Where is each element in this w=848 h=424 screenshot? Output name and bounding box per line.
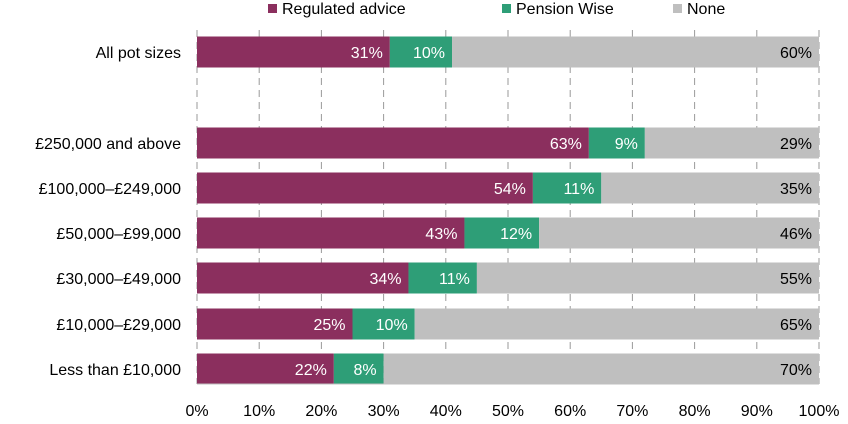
legend-label-1: Regulated advice [282, 1, 406, 18]
data-label: 8% [353, 362, 376, 379]
bar-segment [333, 353, 384, 385]
x-tick-label: 80% [679, 403, 711, 420]
bar-segment [197, 36, 390, 68]
bar-segment [197, 217, 465, 249]
bar-segment [476, 262, 819, 294]
data-label: 22% [295, 362, 327, 379]
data-label: 10% [413, 45, 445, 62]
bar-segment [644, 127, 819, 159]
data-label: 46% [780, 226, 812, 243]
category-label: £30,000–£49,000 [56, 271, 181, 288]
x-tick-label: 10% [243, 403, 275, 420]
x-tick-label: 100% [799, 403, 840, 420]
x-tick-label: 30% [368, 403, 400, 420]
bar-segment [352, 308, 415, 340]
data-label: 60% [780, 45, 812, 62]
data-label: 10% [376, 317, 408, 334]
legend: Regulated advice Pension Wise None [268, 1, 725, 18]
bar-segment [197, 127, 589, 159]
data-label: 25% [313, 317, 345, 334]
category-label: £100,000–£249,000 [39, 181, 181, 198]
x-tick-label: 60% [554, 403, 586, 420]
bar-segment [588, 127, 645, 159]
x-tick-label: 20% [305, 403, 337, 420]
data-label: 43% [425, 226, 457, 243]
bar-segment [197, 353, 334, 385]
legend-swatch-3 [673, 4, 682, 13]
data-label: 12% [500, 226, 532, 243]
bar-segment [464, 217, 540, 249]
bar-segment [408, 262, 477, 294]
category-label: £10,000–£29,000 [56, 317, 181, 334]
category-labels: All pot sizes £250,000 and above £100,000–… [35, 45, 181, 379]
x-tick-label: 70% [616, 403, 648, 420]
data-label: 70% [780, 362, 812, 379]
legend-swatch-2 [502, 4, 511, 13]
bar-segment [389, 36, 453, 68]
data-label: 31% [351, 45, 383, 62]
data-label: 29% [780, 136, 812, 153]
bar-segment [601, 172, 819, 204]
data-label: 65% [780, 317, 812, 334]
bar-segment [383, 353, 819, 385]
bar-segment [452, 36, 819, 68]
bars: 31% 10% 60% 63% 9% 29% 54% 11% 35% 43% 12% 46% 34% 11… [197, 36, 819, 385]
data-label: 11% [563, 181, 594, 198]
data-label: 11% [439, 271, 470, 288]
data-label: 34% [369, 271, 401, 288]
data-label: 55% [780, 271, 812, 288]
bar-segment [532, 172, 602, 204]
legend-swatch-1 [268, 4, 277, 13]
data-label: 63% [550, 136, 582, 153]
category-label: Less than £10,000 [49, 362, 181, 379]
x-tick-label: 50% [492, 403, 524, 420]
category-label: £250,000 and above [35, 136, 181, 153]
bar-segment [539, 217, 819, 249]
x-axis-ticks: 0% 10% 20% 30% 40% 50% 60% 70% 80% 90% 100% [185, 383, 840, 420]
x-tick-label: 40% [430, 403, 462, 420]
data-label: 9% [615, 136, 638, 153]
bar-segment [197, 262, 409, 294]
legend-label-2: Pension Wise [516, 1, 614, 18]
x-tick-label: 0% [185, 403, 208, 420]
category-label: £50,000–£99,000 [56, 226, 181, 243]
bar-segment [197, 172, 533, 204]
category-label: All pot sizes [96, 45, 181, 62]
legend-label-3: None [687, 1, 725, 18]
data-label: 54% [494, 181, 526, 198]
bar-segment [414, 308, 819, 340]
bar-segment [197, 308, 353, 340]
data-label: 35% [780, 181, 812, 198]
x-tick-label: 90% [741, 403, 773, 420]
